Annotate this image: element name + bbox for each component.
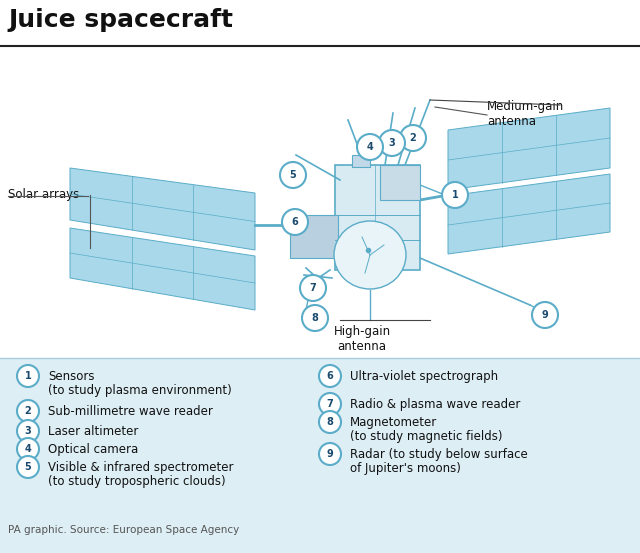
Circle shape [442,182,468,208]
Text: 8: 8 [312,313,319,323]
Text: (to study tropospheric clouds): (to study tropospheric clouds) [48,475,226,488]
Text: (to study plasma environment): (to study plasma environment) [48,384,232,397]
Circle shape [300,275,326,301]
Text: Solar arrays: Solar arrays [8,188,79,201]
Text: of Jupiter's moons): of Jupiter's moons) [350,462,461,475]
Text: 9: 9 [326,449,333,459]
Circle shape [17,420,39,442]
Circle shape [319,393,341,415]
Polygon shape [448,108,610,190]
Text: Laser altimeter: Laser altimeter [48,425,138,438]
Text: 4: 4 [367,142,373,152]
Text: 5: 5 [290,170,296,180]
Polygon shape [352,155,370,167]
Polygon shape [70,228,255,310]
Text: 6: 6 [292,217,298,227]
Polygon shape [380,165,420,200]
Text: 2: 2 [24,406,31,416]
Circle shape [280,162,306,188]
Text: Juice spacecraft: Juice spacecraft [8,8,233,32]
Text: 3: 3 [24,426,31,436]
Text: Medium-gain
antenna: Medium-gain antenna [487,100,564,128]
Ellipse shape [334,221,406,289]
Circle shape [17,365,39,387]
Text: Sub-millimetre wave reader: Sub-millimetre wave reader [48,405,213,418]
Text: Optical camera: Optical camera [48,443,138,456]
Text: 8: 8 [326,417,333,427]
Circle shape [319,443,341,465]
Circle shape [17,456,39,478]
Text: 4: 4 [24,444,31,454]
Bar [0,358,640,553]
Text: Radio & plasma wave reader: Radio & plasma wave reader [350,398,520,411]
Text: 7: 7 [310,283,316,293]
Text: Sensors: Sensors [48,370,95,383]
Circle shape [400,125,426,151]
Text: 2: 2 [410,133,417,143]
Circle shape [532,302,558,328]
Text: High-gain
antenna: High-gain antenna [333,325,390,353]
Circle shape [319,411,341,433]
Polygon shape [448,174,610,254]
Text: 7: 7 [326,399,333,409]
Text: PA graphic. Source: European Space Agency: PA graphic. Source: European Space Agenc… [8,525,239,535]
Circle shape [357,134,383,160]
Circle shape [17,400,39,422]
Polygon shape [335,165,420,270]
Text: (to study magnetic fields): (to study magnetic fields) [350,430,502,443]
Text: 9: 9 [541,310,548,320]
Text: 1: 1 [24,371,31,381]
Text: Visible & infrared spectrometer: Visible & infrared spectrometer [48,461,234,474]
Text: 6: 6 [326,371,333,381]
Text: 1: 1 [452,190,458,200]
Circle shape [282,209,308,235]
Text: Magnetometer: Magnetometer [350,416,437,429]
Circle shape [302,305,328,331]
Polygon shape [290,215,338,258]
Polygon shape [70,168,255,250]
Circle shape [17,438,39,460]
Text: Ultra-violet spectrograph: Ultra-violet spectrograph [350,370,498,383]
Text: Radar (to study below surface: Radar (to study below surface [350,448,528,461]
Circle shape [319,365,341,387]
Text: 5: 5 [24,462,31,472]
Text: 3: 3 [388,138,396,148]
Circle shape [379,130,405,156]
